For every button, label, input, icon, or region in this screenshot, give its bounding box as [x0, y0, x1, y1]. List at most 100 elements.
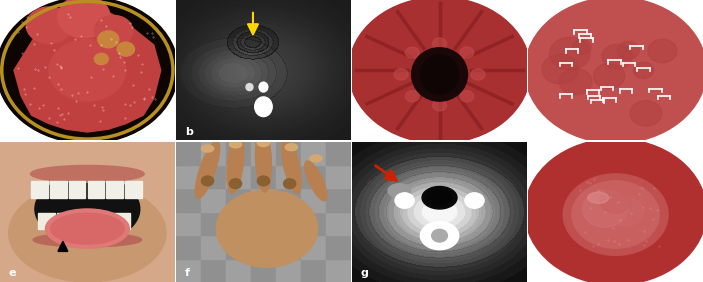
Bar: [94, 213, 111, 229]
Circle shape: [525, 139, 703, 282]
Circle shape: [94, 53, 108, 65]
Text: h: h: [537, 268, 545, 278]
Circle shape: [49, 39, 126, 101]
Bar: [88, 181, 104, 198]
Bar: [201, 142, 226, 165]
Circle shape: [572, 39, 591, 54]
Circle shape: [94, 16, 133, 46]
Bar: [226, 142, 251, 165]
Bar: [276, 259, 301, 282]
Ellipse shape: [259, 82, 268, 92]
Circle shape: [542, 54, 579, 84]
Bar: [326, 259, 351, 282]
Text: e: e: [8, 268, 16, 278]
Ellipse shape: [282, 138, 302, 193]
Bar: [57, 213, 74, 229]
Bar: [226, 235, 251, 259]
Bar: [301, 235, 326, 259]
Circle shape: [465, 193, 484, 208]
Ellipse shape: [46, 209, 129, 248]
Bar: [176, 259, 201, 282]
Bar: [226, 212, 251, 235]
Bar: [326, 188, 351, 212]
Bar: [301, 142, 326, 165]
Ellipse shape: [411, 48, 467, 101]
Circle shape: [26, 7, 72, 43]
Circle shape: [432, 38, 446, 49]
Bar: [326, 212, 351, 235]
Bar: [301, 259, 326, 282]
Ellipse shape: [255, 127, 271, 192]
Bar: [276, 188, 301, 212]
Bar: [301, 212, 326, 235]
Text: g: g: [361, 268, 369, 278]
Ellipse shape: [217, 190, 318, 267]
Bar: [106, 181, 123, 198]
Circle shape: [630, 101, 662, 126]
Circle shape: [98, 31, 119, 48]
Text: b: b: [185, 127, 193, 137]
Bar: [176, 142, 201, 165]
Bar: [326, 142, 351, 165]
Circle shape: [460, 91, 474, 102]
Circle shape: [394, 69, 408, 80]
Circle shape: [471, 69, 485, 80]
Bar: [251, 188, 276, 212]
Ellipse shape: [227, 132, 244, 193]
Ellipse shape: [30, 166, 144, 182]
Bar: [276, 165, 301, 188]
Bar: [301, 188, 326, 212]
Ellipse shape: [422, 186, 457, 209]
Bar: [251, 142, 276, 165]
Ellipse shape: [254, 97, 272, 116]
Bar: [429, 226, 450, 243]
Bar: [39, 213, 55, 229]
Bar: [176, 188, 201, 212]
Bar: [251, 165, 276, 188]
Bar: [125, 181, 141, 198]
Bar: [32, 181, 48, 198]
Ellipse shape: [229, 141, 242, 148]
Circle shape: [525, 0, 703, 143]
Circle shape: [609, 198, 644, 226]
Bar: [301, 165, 326, 188]
Bar: [113, 213, 130, 229]
Circle shape: [593, 64, 625, 89]
Bar: [201, 188, 226, 212]
Bar: [276, 235, 301, 259]
Bar: [251, 212, 276, 235]
Circle shape: [600, 188, 631, 213]
Circle shape: [633, 62, 654, 78]
Circle shape: [395, 193, 414, 208]
Circle shape: [406, 47, 420, 58]
Bar: [69, 181, 86, 198]
Ellipse shape: [572, 181, 659, 248]
Ellipse shape: [51, 213, 124, 244]
Circle shape: [202, 176, 214, 186]
Ellipse shape: [246, 83, 253, 91]
Bar: [326, 165, 351, 188]
Bar: [176, 212, 201, 235]
Circle shape: [406, 91, 420, 102]
Ellipse shape: [285, 144, 297, 151]
Ellipse shape: [388, 184, 411, 198]
Ellipse shape: [35, 175, 140, 243]
Bar: [226, 165, 251, 188]
Ellipse shape: [420, 222, 459, 250]
Bar: [276, 212, 301, 235]
Text: f: f: [185, 268, 190, 278]
Circle shape: [349, 0, 530, 143]
Ellipse shape: [257, 140, 269, 146]
Ellipse shape: [310, 155, 322, 162]
Ellipse shape: [195, 141, 220, 198]
Bar: [176, 235, 201, 259]
Ellipse shape: [33, 233, 141, 247]
Polygon shape: [14, 8, 161, 132]
Circle shape: [257, 176, 269, 186]
Bar: [251, 259, 276, 282]
Circle shape: [602, 44, 633, 69]
Bar: [326, 235, 351, 259]
Text: c: c: [361, 127, 368, 137]
Circle shape: [229, 179, 242, 189]
Text: a: a: [8, 127, 16, 137]
